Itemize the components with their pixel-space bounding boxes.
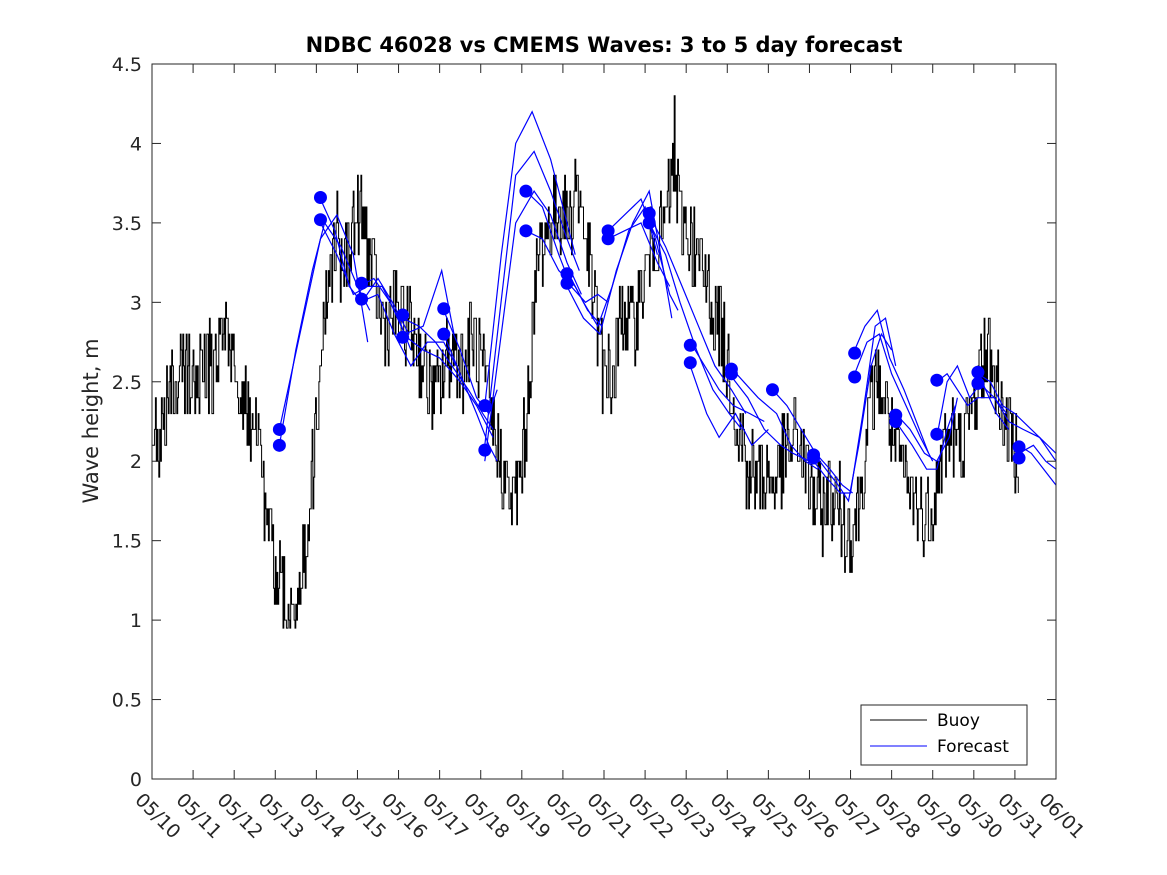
forecast-line [566,189,673,336]
forecast-line [689,341,765,423]
y-tick-label: 4.5 [112,54,142,76]
forecast-marker [355,292,369,306]
forecast-marker [560,267,574,281]
forecast-marker [807,451,821,465]
forecast-marker [519,184,533,198]
forecast-marker [930,427,944,441]
forecast-line [1018,444,1057,470]
forecast-marker [437,302,451,316]
y-tick-label: 4 [130,133,142,155]
forecast-line [484,189,582,462]
forecast-marker [396,330,410,344]
y-tick-label: 3.5 [112,213,142,235]
forecast-line [484,110,576,406]
forecast-line [607,222,671,287]
forecast-marker [437,327,451,341]
forecast-line [443,333,498,462]
forecast-marker [478,443,492,457]
forecast-marker [1012,440,1026,454]
forecast-series [278,110,1057,503]
y-tick-label: 2.5 [112,372,142,394]
buoy-line [152,95,1019,629]
forecast-marker [971,376,985,390]
legend: Buoy Forecast [860,704,1028,766]
forecast-marker [272,438,286,452]
legend-buoy-label: Buoy [937,711,980,731]
y-tick-label: 3 [130,292,142,314]
forecast-marker [642,206,656,220]
y-tick-label: 1.5 [112,531,142,553]
forecast-marker [642,216,656,230]
forecast-marker [930,373,944,387]
forecast-marker [848,370,862,384]
forecast-marker [683,356,697,370]
forecast-marker [272,422,286,436]
plot-area [151,63,1057,780]
y-axis-label: Wave height, m [79,338,103,503]
forecast-marker [765,383,779,397]
forecast-markers [272,184,1026,465]
forecast-marker [601,232,615,246]
y-tick-label: 0 [130,769,142,791]
forecast-marker [355,276,369,290]
forecast-line [813,317,897,494]
forecast-marker [889,415,903,428]
forecast-marker [971,365,985,379]
y-tick-label: 2 [130,451,142,473]
legend-forecast-label: Forecast [937,737,1009,757]
forecast-line [854,333,934,462]
forecast-line [402,317,494,430]
forecast-marker [313,190,327,204]
forecast-marker [848,346,862,360]
forecast-line [484,150,580,446]
forecast-marker [560,276,574,290]
chart-title: NDBC 46028 vs CMEMS Waves: 3 to 5 day fo… [306,33,903,57]
plot-background [152,64,1056,779]
buoy-series [152,95,1019,629]
legend-box [860,704,1028,766]
forecast-marker [683,338,697,352]
forecast-line [977,381,1057,462]
forecast-line [728,373,810,462]
forecast-marker [1012,451,1026,465]
forecast-line [648,222,743,430]
forecast-line [895,405,956,470]
forecast-marker [396,308,410,322]
forecast-line [278,213,369,430]
forecast-marker [519,224,533,238]
forecast-line [936,364,1010,438]
y-tick-label: 1 [130,610,142,632]
forecast-marker [478,399,492,413]
y-tick-label: 0.5 [112,690,142,712]
forecast-line [854,308,930,454]
forecast-line [977,373,1057,454]
forecast-line [402,333,494,438]
forecast-marker [724,367,738,381]
forecast-marker [313,213,327,227]
forecast-line [648,214,747,414]
forecast-line [689,365,769,447]
forecast-line [895,397,958,463]
y-axis: 0 0.5 1 1.5 2 2.5 3 3.5 4 4.5 [112,54,1056,791]
forecast-line [728,365,819,470]
forecast-line [359,293,457,368]
